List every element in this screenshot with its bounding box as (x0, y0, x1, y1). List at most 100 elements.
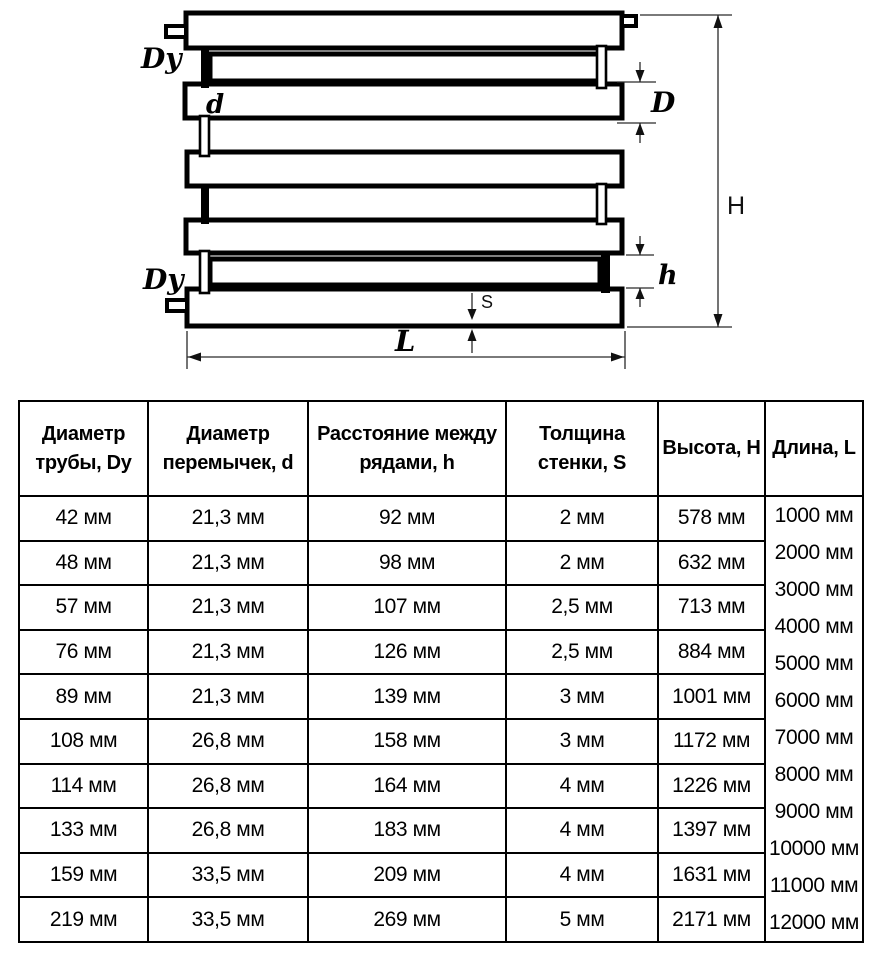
table-cell: 632 мм (657, 539, 766, 587)
stub-top-right (620, 14, 638, 28)
length-value: 11000 мм (769, 874, 859, 897)
table-row: 42 мм 21,3 мм 92 мм 2 мм 578 мм 1000 мм 2000 м… (18, 495, 864, 943)
table-cell: 713 мм (657, 584, 766, 631)
header-height: Высота, Н (657, 400, 766, 497)
pipe-bar (207, 51, 603, 84)
length-value: 8000 мм (774, 763, 854, 786)
table-cell: 2 мм (505, 539, 659, 587)
spec-table: Диаметр трубы, Dy Диаметр перемычек, d Р… (18, 400, 864, 943)
table-row: 219 мм 33,5 мм 269 мм 5 мм 2171 мм (18, 896, 863, 943)
label-H: H (727, 192, 745, 220)
table-cell: 108 мм (18, 717, 149, 765)
table-cell: 89 мм (18, 673, 149, 720)
label-dy-bottom: Dy (142, 263, 185, 296)
table-row: 76 мм 21,3 мм 126 мм 2,5 мм 884 мм (18, 628, 863, 676)
table-cell: 2,5 мм (505, 584, 659, 631)
table-cell: 21,3 мм (147, 539, 309, 587)
table-row: 108 мм 26,8 мм 158 мм 3 мм 1172 мм (18, 717, 863, 765)
length-value: 4000 мм (774, 615, 854, 638)
header-wall-thickness: Толщина стенки, S (505, 400, 659, 497)
table-cell: 2 мм (505, 495, 659, 542)
dimension-L: L (186, 324, 626, 369)
table-cell: 5 мм (505, 896, 659, 943)
table-cell: 269 мм (307, 896, 507, 943)
length-value: 3000 мм (774, 578, 854, 601)
table-cell: 48 мм (18, 539, 149, 587)
table-cell: 1172 мм (657, 717, 766, 765)
table-cell: 884 мм (657, 628, 766, 676)
table-cell: 3 мм (505, 717, 659, 765)
table-row: 48 мм 21,3 мм 98 мм 2 мм 632 мм (18, 539, 863, 587)
jumper (601, 251, 610, 293)
table-cell: 4 мм (505, 762, 659, 810)
length-value: 10000 мм (769, 837, 859, 860)
length-value: 6000 мм (774, 689, 854, 712)
table-row: 159 мм 33,5 мм 209 мм 4 мм 1631 мм (18, 851, 863, 899)
spec-table-header: Диаметр трубы, Dy Диаметр перемычек, d Р… (18, 400, 864, 497)
label-D: D (650, 86, 676, 119)
dimension-S: S (467, 292, 493, 353)
pipe-register-diagram: D h H S L Dy Dy d (140, 10, 745, 369)
label-L: L (394, 324, 415, 358)
table-cell: 21,3 мм (147, 495, 309, 542)
table-cell: 98 мм (307, 539, 507, 587)
table-row: 114 мм 26,8 мм 164 мм 4 мм 1226 мм (18, 762, 863, 810)
jumper (595, 44, 608, 90)
label-d: d (206, 90, 224, 120)
table-cell: 33,5 мм (147, 851, 309, 899)
table-cell: 209 мм (307, 851, 507, 899)
jumper (201, 184, 209, 224)
length-value: 9000 мм (774, 800, 854, 823)
table-cell: 26,8 мм (147, 807, 309, 854)
table-cell: 2,5 мм (505, 628, 659, 676)
table-cell: 2171 мм (657, 896, 766, 943)
pipe-bar (207, 256, 603, 288)
table-row: 89 мм 21,3 мм 139 мм 3 мм 1001 мм (18, 673, 863, 720)
spec-table-body: 42 мм 21,3 мм 92 мм 2 мм 578 мм 1000 мм 2000 м… (18, 495, 864, 943)
jumper (201, 46, 209, 88)
pipe-bar (182, 81, 625, 121)
table-cell: 21,3 мм (147, 584, 309, 631)
table-cell: 133 мм (18, 807, 149, 854)
label-dy-top: Dy (140, 42, 183, 75)
table-cell: 21,3 мм (147, 673, 309, 720)
table-cell: 33,5 мм (147, 896, 309, 943)
header-pipe-diameter: Диаметр трубы, Dy (18, 400, 149, 497)
dimension-H: H (627, 14, 745, 328)
table-cell: 1397 мм (657, 807, 766, 854)
pipe-jumpers (198, 44, 610, 295)
table-cell: 4 мм (505, 851, 659, 899)
table-cell: 57 мм (18, 584, 149, 631)
table-cell: 164 мм (307, 762, 507, 810)
table-row: 133 мм 26,8 мм 183 мм 4 мм 1397 мм (18, 807, 863, 854)
length-value: 7000 мм (774, 726, 854, 749)
table-cell: 219 мм (18, 896, 149, 943)
stub-bottom-left (165, 298, 189, 313)
length-value: 12000 мм (769, 911, 859, 934)
table-cell: 21,3 мм (147, 628, 309, 676)
table-cell: 183 мм (307, 807, 507, 854)
header-row: Диаметр трубы, Dy Диаметр перемычек, d Р… (18, 400, 864, 497)
table-cell: 92 мм (307, 495, 507, 542)
table-cell: 4 мм (505, 807, 659, 854)
pipe-bar (183, 217, 625, 256)
table-cell: 1226 мм (657, 762, 766, 810)
length-merged-cell: 1000 мм 2000 мм 3000 мм 4000 мм 5000 мм 6000 … (764, 495, 864, 943)
table-cell: 159 мм (18, 851, 149, 899)
dimension-h: h (626, 236, 678, 307)
table-row: 57 мм 21,3 мм 107 мм 2,5 мм 713 мм (18, 584, 863, 631)
length-value: 2000 мм (774, 541, 854, 564)
length-value: 5000 мм (774, 652, 854, 675)
table-cell: 26,8 мм (147, 762, 309, 810)
header-jumper-diameter: Диаметр перемычек, d (147, 400, 309, 497)
jumper (595, 182, 608, 226)
table-cell: 139 мм (307, 673, 507, 720)
table-cell: 158 мм (307, 717, 507, 765)
pipe-bar (184, 149, 625, 189)
stub-top-left (164, 24, 188, 39)
label-S: S (481, 292, 493, 312)
pipe-bars (182, 10, 625, 329)
table-cell: 114 мм (18, 762, 149, 810)
table-cell: 26,8 мм (147, 717, 309, 765)
